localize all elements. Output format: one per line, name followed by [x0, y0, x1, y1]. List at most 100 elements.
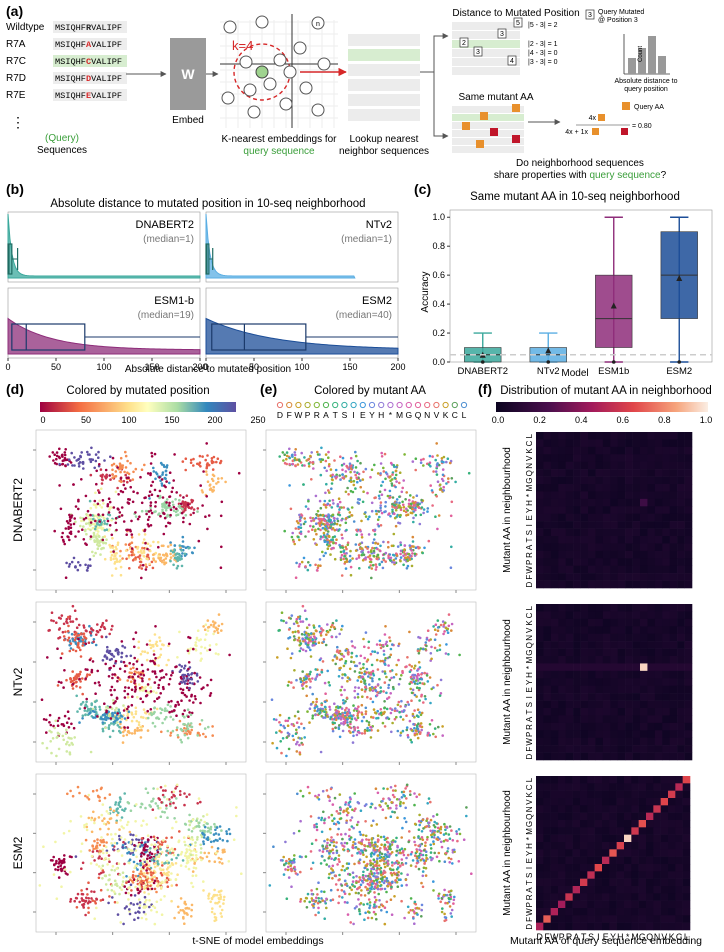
tsne-point [344, 659, 348, 663]
tsne-point [391, 721, 394, 725]
tsne-point [89, 513, 92, 517]
tsne-point [203, 851, 206, 855]
tsne-point [195, 638, 199, 641]
lookup-row [348, 49, 420, 61]
tsne-point [93, 890, 96, 894]
tsne-point [208, 483, 212, 487]
tsne-point [143, 864, 147, 867]
tsne-point [376, 668, 380, 671]
tsne-point [344, 470, 348, 473]
tsne-point [163, 709, 167, 713]
tsne-point [341, 456, 345, 460]
tsne-point [70, 560, 74, 564]
tsne-point [139, 475, 142, 479]
tsne-point [134, 834, 138, 838]
tsne-point [345, 696, 349, 700]
tsne-point [85, 700, 88, 704]
tsne-point [146, 651, 149, 655]
tsne-point [146, 834, 150, 837]
tsne-point [67, 726, 71, 729]
tsne-point [430, 657, 433, 661]
tsne-point [119, 797, 122, 801]
tsne-point [107, 878, 110, 882]
tsne-point [152, 797, 155, 801]
tsne-point [118, 725, 121, 729]
tsne-point [107, 827, 110, 831]
tsne-point [406, 656, 409, 659]
question-line-2a: share properties with [494, 170, 590, 181]
tsne-point [435, 495, 439, 498]
tsne-point [159, 815, 163, 818]
tsne-point [288, 636, 292, 639]
tsne-point [109, 807, 112, 811]
tsne-point [367, 723, 371, 727]
tsne-point [179, 675, 183, 679]
tsne-point [352, 734, 355, 738]
tsne-point [450, 477, 454, 480]
tsne-point [240, 872, 243, 875]
tsne-point [60, 535, 64, 539]
tsne-point [69, 897, 73, 901]
tsne-point [154, 642, 158, 646]
tsne-point [441, 468, 445, 471]
tsne-point [171, 863, 175, 866]
tsne-point [331, 538, 335, 542]
panel-e-label: (e) [260, 381, 277, 397]
colorbar-tick: 0 [40, 415, 45, 425]
tsne-point [198, 723, 202, 726]
tsne-point [159, 559, 162, 562]
tsne-point [86, 509, 90, 513]
tsne-point [309, 655, 313, 658]
tsne-point [153, 659, 157, 662]
tsne-point [139, 564, 142, 567]
tsne-point [161, 496, 165, 499]
tsne-point [371, 541, 375, 544]
tsne-point [131, 500, 135, 504]
tsne-point [205, 463, 209, 467]
tsne-point [121, 644, 124, 648]
tsne-point [84, 494, 88, 498]
aa-legend-dot [322, 401, 330, 409]
tsne-point [129, 680, 133, 683]
tsne-point [338, 474, 342, 477]
tsne-point [122, 826, 125, 830]
arrow-to-same-aa [433, 72, 449, 139]
tsne-point [142, 538, 146, 541]
tsne-point [182, 520, 185, 524]
tsne-point [83, 636, 87, 639]
tsne-point [360, 732, 364, 735]
tsne-point [106, 645, 109, 649]
query-mut-line-2: @ Position 3 [598, 17, 638, 24]
tsne-point [216, 901, 219, 905]
tsne-point [364, 631, 368, 634]
tsne-point [88, 458, 92, 461]
tsne-point [425, 856, 428, 860]
tsne-point [215, 460, 218, 464]
tsne-point [91, 550, 94, 554]
tsne-point [170, 872, 173, 875]
tsne-point [194, 641, 198, 644]
tsne-point [91, 789, 95, 793]
tsne-point [323, 527, 327, 531]
tsne-point [144, 848, 147, 852]
tsne-point [359, 485, 363, 489]
tsne-point [169, 549, 173, 553]
tsne-position-plot: ESM2 [11, 773, 247, 935]
tsne-point [57, 680, 61, 684]
tsne-point [378, 497, 381, 500]
tsne-point [369, 550, 373, 553]
tsne-point [150, 451, 153, 455]
tsne-point [284, 719, 288, 723]
tsne-point [356, 692, 360, 696]
tsne-point [359, 547, 362, 550]
tsne-point [213, 822, 216, 826]
tsne-point [102, 541, 105, 545]
panel-d-label: (d) [6, 381, 24, 397]
tsne-point [303, 736, 307, 739]
tsne-point [199, 851, 203, 854]
tsne-point [126, 707, 129, 711]
tsne-point [423, 671, 427, 675]
tsne-point [170, 674, 173, 677]
tsne-point [142, 879, 146, 883]
tsne-point [80, 897, 84, 900]
